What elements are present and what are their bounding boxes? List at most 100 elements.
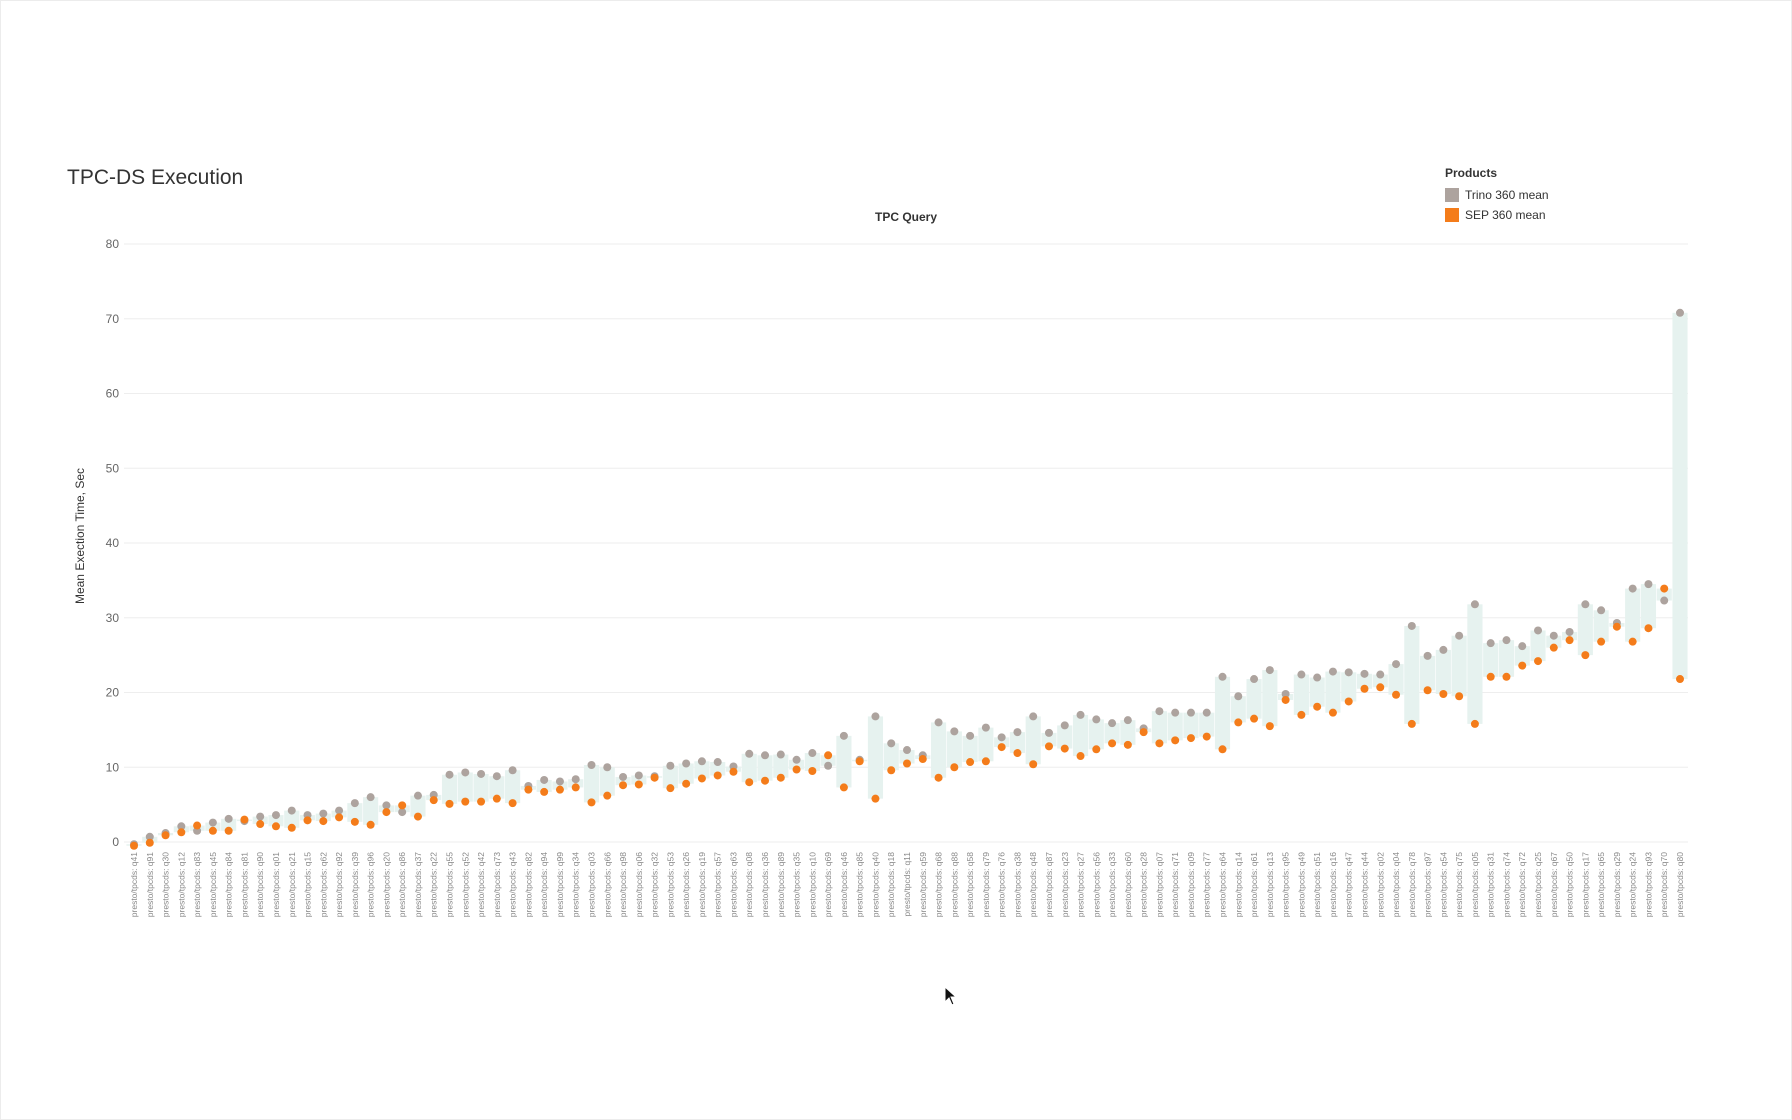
difference-band (962, 735, 978, 763)
x-tick-label: presto/tpcds: q02 (1375, 852, 1385, 917)
difference-band (694, 761, 710, 779)
x-tick-label: presto/tpcds: q73 (492, 852, 502, 917)
x-tick-label: presto/tpcds: q53 (665, 852, 675, 917)
sep-point (1344, 697, 1353, 706)
x-tick-label: presto/tpcds: q45 (208, 852, 218, 917)
x-tick-label: presto/tpcds: q88 (949, 852, 959, 917)
difference-band (1341, 672, 1357, 702)
sep-point (871, 794, 880, 803)
x-tick-label: presto/tpcds: q65 (1596, 852, 1606, 917)
trino-point (713, 758, 722, 767)
sep-point (492, 794, 501, 803)
x-tick-label: presto/tpcds: q70 (1659, 852, 1669, 917)
trino-point (398, 808, 407, 817)
difference-band (1293, 674, 1309, 715)
x-tick-label: presto/tpcds: q99 (555, 852, 565, 917)
legend-swatch-sep (1445, 208, 1459, 222)
sep-point (1234, 718, 1243, 727)
x-tick-label: presto/tpcds: q44 (1359, 852, 1369, 917)
difference-band (1309, 677, 1325, 707)
sep-point (319, 817, 328, 826)
difference-band (205, 822, 221, 831)
trino-point (1250, 675, 1259, 684)
trino-point (1423, 651, 1432, 660)
sep-point (1186, 734, 1195, 743)
difference-band (1356, 673, 1373, 689)
trino-point (1407, 621, 1416, 630)
x-tick-label: presto/tpcds: q56 (1091, 852, 1101, 917)
difference-band (1262, 670, 1278, 727)
legend: Products Trino 360 mean SEP 360 mean (1445, 166, 1549, 225)
x-tick-label: presto/tpcds: q51 (1312, 852, 1322, 917)
legend-item-sep[interactable]: SEP 360 mean (1445, 205, 1549, 225)
difference-band (1104, 723, 1120, 744)
trino-point (477, 769, 486, 778)
x-tick-label: presto/tpcds: q79 (981, 852, 991, 917)
arrow-cursor (944, 986, 958, 1006)
legend-item-trino[interactable]: Trino 360 mean (1445, 185, 1549, 205)
x-tick-label: presto/tpcds: q80 (1675, 852, 1685, 917)
x-tick-label: presto/tpcds: q19 (697, 852, 707, 917)
difference-band (1009, 732, 1026, 754)
sep-point (1092, 745, 1101, 754)
sep-point (1313, 702, 1322, 711)
sep-point (1392, 690, 1401, 699)
difference-band (773, 754, 789, 778)
sep-point (1029, 760, 1038, 769)
sep-point (287, 823, 296, 832)
sep-point (697, 774, 706, 783)
difference-band (631, 775, 647, 785)
x-tick-label: presto/tpcds: q15 (303, 852, 313, 917)
sep-point (445, 799, 454, 808)
difference-band (1625, 588, 1641, 642)
sep-point (981, 757, 990, 766)
sep-point (366, 820, 375, 829)
trino-point (145, 832, 154, 841)
difference-band (1183, 712, 1199, 739)
sep-point (824, 751, 833, 760)
trino-point (1029, 712, 1038, 721)
sep-point (208, 826, 217, 835)
difference-band (820, 755, 836, 766)
trino-point (1313, 673, 1322, 682)
x-tick-label: presto/tpcds: q66 (602, 852, 612, 917)
difference-band (1672, 312, 1688, 680)
trino-point (1013, 728, 1022, 737)
sep-point (776, 773, 785, 782)
difference-band (363, 797, 379, 825)
trino-point (256, 812, 265, 821)
difference-band (899, 750, 915, 764)
sep-point (1265, 722, 1274, 731)
trino-point (966, 731, 975, 740)
trino-point (792, 755, 801, 764)
trino-point (366, 793, 375, 802)
x-tick-label: presto/tpcds: q39 (350, 852, 360, 917)
x-tick-label: presto/tpcds: q25 (1533, 852, 1543, 917)
difference-band (441, 774, 458, 804)
sep-point (1139, 728, 1148, 737)
y-tick-label: 80 (106, 237, 120, 251)
x-tick-label: presto/tpcds: q05 (1470, 852, 1480, 917)
sep-point (303, 816, 312, 825)
x-tick-label: presto/tpcds: q58 (965, 852, 975, 917)
sep-point (350, 817, 359, 826)
sep-point (429, 796, 438, 805)
difference-band (505, 770, 521, 804)
legend-label-sep: SEP 360 mean (1465, 208, 1546, 222)
difference-band (1656, 588, 1672, 601)
sep-point (240, 815, 249, 824)
x-tick-label: presto/tpcds: q48 (1028, 852, 1038, 917)
x-tick-label: presto/tpcds: q20 (381, 852, 391, 917)
x-tick-label: presto/tpcds: q76 (997, 852, 1007, 917)
trino-point (461, 768, 470, 777)
x-tick-label: presto/tpcds: q11 (902, 852, 912, 917)
difference-band (410, 795, 426, 817)
x-tick-label: presto/tpcds: q24 (1628, 852, 1638, 917)
trino-point (981, 723, 990, 732)
trino-point (808, 749, 817, 758)
difference-band (662, 765, 678, 789)
x-tick-label: presto/tpcds: q62 (318, 852, 328, 917)
sep-point (540, 787, 549, 796)
sep-point (1518, 661, 1527, 670)
trino-point (177, 822, 186, 831)
